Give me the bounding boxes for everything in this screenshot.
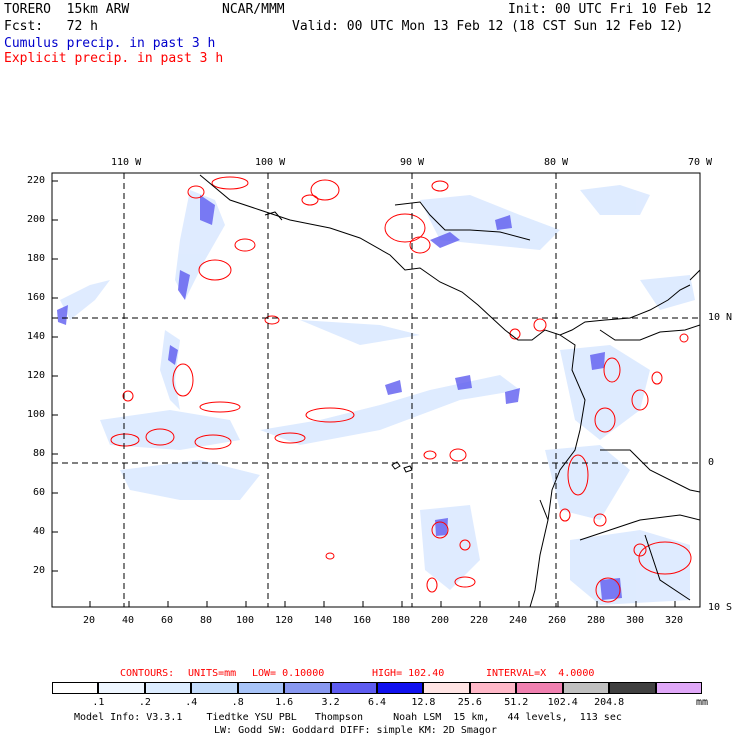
model-info: Model Info: V3.3.1 Tiedtke YSU PBL Thomp… xyxy=(74,712,622,723)
legend-swatch xyxy=(377,682,424,694)
left-tick-label: 20 xyxy=(33,565,46,576)
bottom-tick-label: 80 xyxy=(200,615,213,626)
legend-label: 51.2 xyxy=(504,697,529,708)
contours-low: LOW= 0.10000 xyxy=(252,668,325,679)
lat-label-0: 0 xyxy=(708,457,715,468)
legend-swatch xyxy=(655,682,702,694)
bottom-tick-label: 20 xyxy=(83,615,96,626)
init-time: Init: 00 UTC Fri 10 Feb 12 xyxy=(508,2,712,17)
left-tick-label: 140 xyxy=(27,331,46,342)
explicit-legend: Explicit precip. in past 3 h xyxy=(4,51,224,66)
contours-high: HIGH= 102.40 xyxy=(372,668,445,679)
lat-lon-grid xyxy=(52,173,700,607)
lon-label-100w: 100 W xyxy=(255,157,286,168)
legend-label: .4 xyxy=(185,697,198,708)
legend-label: 12.8 xyxy=(411,697,436,708)
bottom-tick-marks xyxy=(89,601,676,607)
contours-interval: INTERVAL=X 4.0000 xyxy=(486,668,595,679)
legend-swatch xyxy=(98,682,145,694)
legend-label: .1 xyxy=(92,697,105,708)
model-physics: LW: Godd SW: Goddard DIFF: simple KM: 2D… xyxy=(214,725,497,736)
map-frame xyxy=(51,172,701,608)
legend-swatch xyxy=(423,682,470,694)
lon-label-110w: 110 W xyxy=(111,157,142,168)
legend-swatch xyxy=(562,682,610,694)
explicit-precip-contours xyxy=(110,176,692,603)
legend-swatch xyxy=(191,682,238,694)
bottom-tick-label: 280 xyxy=(587,615,606,626)
bottom-tick-label: 160 xyxy=(353,615,372,626)
left-tick-label: 40 xyxy=(33,526,46,537)
lon-label-80w: 80 W xyxy=(544,157,569,168)
left-tick-label: 100 xyxy=(27,409,46,420)
legend-swatch xyxy=(516,682,563,694)
cumulus-precip-heavy xyxy=(57,195,622,600)
left-tick-marks xyxy=(52,180,58,572)
legend-label: 102.4 xyxy=(547,697,578,708)
valid-time: Valid: 00 UTC Mon 13 Feb 12 (18 CST Sun … xyxy=(292,19,684,34)
bottom-tick-label: 220 xyxy=(470,615,489,626)
left-tick-label: 200 xyxy=(27,214,46,225)
left-tick-label: 80 xyxy=(33,448,46,459)
bottom-tick-label: 300 xyxy=(626,615,645,626)
legend-swatch xyxy=(330,682,377,694)
legend-swatch xyxy=(52,682,99,694)
legend-swatch xyxy=(609,682,656,694)
legend-swatch xyxy=(237,682,285,694)
bottom-tick-label: 100 xyxy=(236,615,255,626)
bottom-tick-label: 120 xyxy=(275,615,294,626)
contours-units: UNITS=mm xyxy=(188,668,237,679)
left-tick-label: 60 xyxy=(33,487,46,498)
left-tick-label: 120 xyxy=(27,370,46,381)
bottom-tick-label: 260 xyxy=(548,615,567,626)
bottom-tick-label: 240 xyxy=(509,615,528,626)
lon-label-90w: 90 W xyxy=(400,157,425,168)
legend-label: .8 xyxy=(231,697,244,708)
cumulus-legend: Cumulus precip. in past 3 h xyxy=(4,36,216,51)
legend-swatch xyxy=(144,682,192,694)
bottom-tick-label: 320 xyxy=(665,615,684,626)
bottom-tick-label: 60 xyxy=(161,615,174,626)
legend-label: 1.6 xyxy=(275,697,294,708)
legend-label: 25.6 xyxy=(457,697,482,708)
lat-label-10s: 10 S xyxy=(708,602,733,613)
bottom-tick-label: 200 xyxy=(431,615,450,626)
contours-label: CONTOURS: xyxy=(120,668,175,679)
legend-unit: mm xyxy=(696,697,709,708)
org-label: NCAR/MMM xyxy=(222,2,285,17)
legend-swatch xyxy=(284,682,331,694)
legend-swatch xyxy=(469,682,517,694)
bottom-tick-label: 180 xyxy=(392,615,411,626)
legend-label: 6.4 xyxy=(367,697,387,708)
legend-label: 204.8 xyxy=(594,697,625,708)
bottom-tick-label: 40 xyxy=(122,615,135,626)
legend-label: 3.2 xyxy=(321,697,340,708)
lat-label-10n: 10 N xyxy=(708,312,733,323)
left-tick-label: 160 xyxy=(27,292,46,303)
cumulus-precip-shading xyxy=(60,185,695,605)
legend-label: .2 xyxy=(138,697,151,708)
bottom-tick-label: 140 xyxy=(314,615,333,626)
left-tick-label: 180 xyxy=(27,253,46,264)
forecast-hour: Fcst: 72 h xyxy=(4,19,98,34)
model-title: TORERO 15km ARW xyxy=(4,2,130,17)
left-tick-label: 220 xyxy=(27,175,46,186)
lon-label-70w: 70 W xyxy=(688,157,713,168)
